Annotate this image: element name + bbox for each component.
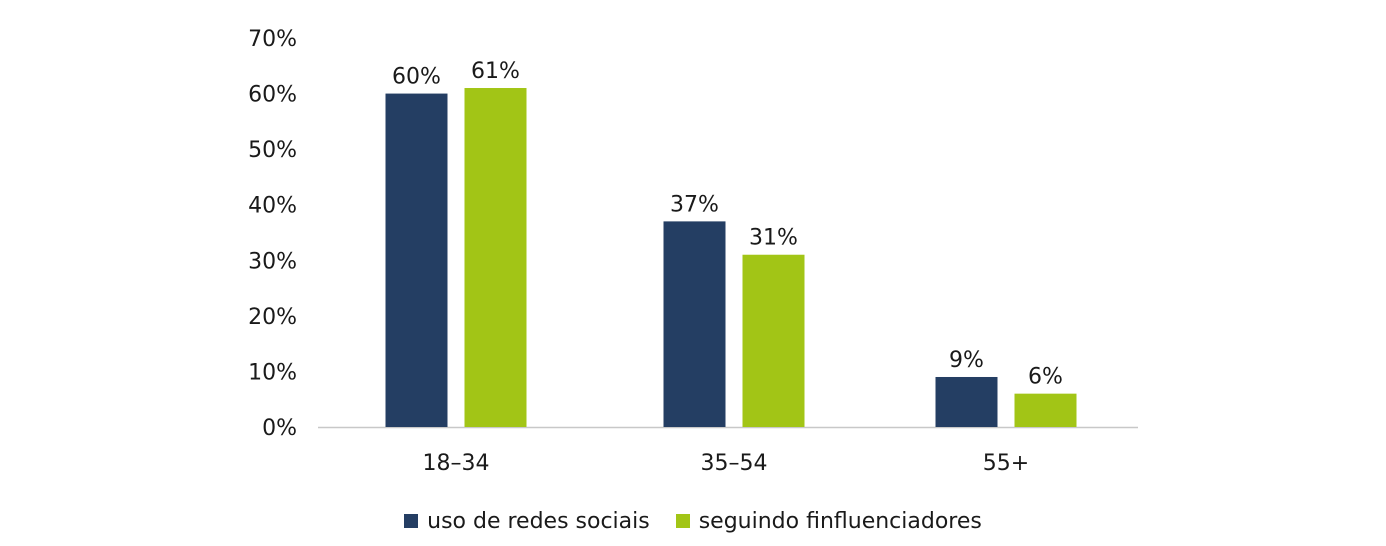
y-tick-label: 0% <box>262 416 297 441</box>
legend-item-finfluencers: seguindo finfluenciadores <box>675 508 982 534</box>
bar <box>663 221 726 427</box>
data-label: 31% <box>749 226 798 251</box>
bar <box>464 88 527 427</box>
x-tick-label: 55+ <box>983 451 1029 476</box>
y-tick-label: 30% <box>248 249 297 274</box>
y-tick-label: 70% <box>248 27 297 52</box>
legend-swatch-social-media <box>404 514 419 528</box>
data-label: 60% <box>392 65 441 90</box>
bar <box>935 376 998 427</box>
legend-swatch-finfluencers <box>675 514 690 528</box>
legend: uso de redes sociais seguindo finfluenci… <box>0 503 1386 539</box>
data-label: 37% <box>670 192 719 217</box>
y-tick-label: 50% <box>248 138 297 163</box>
data-label: 61% <box>471 59 520 84</box>
y-tick-label: 10% <box>248 360 297 385</box>
x-tick-label: 35–54 <box>701 451 768 476</box>
legend-item-social-media: uso de redes sociais <box>404 509 650 534</box>
bar <box>742 254 805 427</box>
x-tick-label: 18–34 <box>423 451 490 476</box>
legend-label-social-media: uso de redes sociais <box>427 508 650 534</box>
data-label: 6% <box>1028 365 1063 390</box>
legend-label-finfluencers: seguindo finfluenciadores <box>698 508 982 534</box>
y-tick-label: 40% <box>248 194 297 219</box>
y-tick-label: 20% <box>248 305 297 330</box>
y-tick-label: 60% <box>248 83 297 108</box>
data-label: 9% <box>949 348 984 373</box>
bar <box>385 93 448 428</box>
bar <box>1014 393 1077 427</box>
